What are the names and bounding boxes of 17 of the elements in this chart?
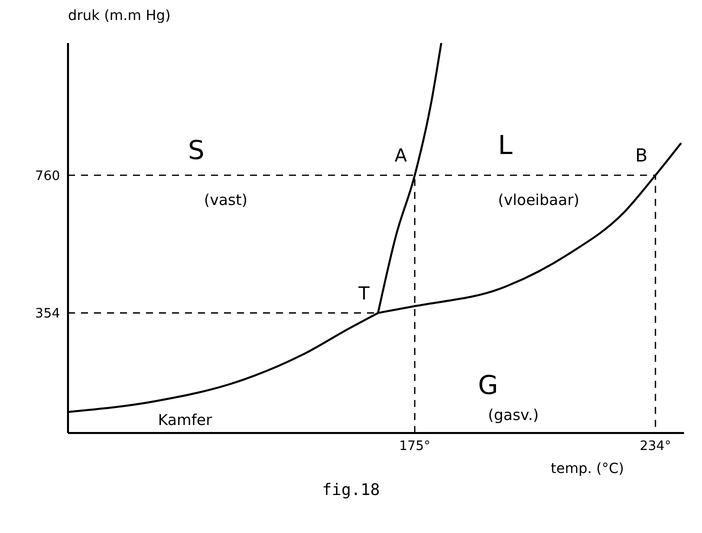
annotation: G (478, 371, 498, 401)
annotation: (vloeibaar) (498, 191, 580, 209)
y-tick-label: 354 (35, 306, 60, 322)
annotation: Kamfer (158, 411, 212, 429)
annotation: T (358, 283, 371, 304)
annotation: A (394, 146, 408, 167)
annotation: (vast) (204, 191, 248, 209)
annotation: B (635, 146, 648, 167)
x-tick-label: 234° (640, 439, 672, 454)
annotation: S (188, 136, 205, 166)
x-tick-label: 175° (399, 439, 430, 454)
annotation: (gasv.) (488, 406, 539, 424)
y-tick-label: 760 (35, 168, 60, 184)
caption: fig.18 (321, 480, 381, 499)
y-axis-title: druk (m.m Hg) (67, 8, 172, 26)
annotation: L (498, 131, 512, 161)
x-axis-title: temp. (°C) (550, 461, 624, 477)
